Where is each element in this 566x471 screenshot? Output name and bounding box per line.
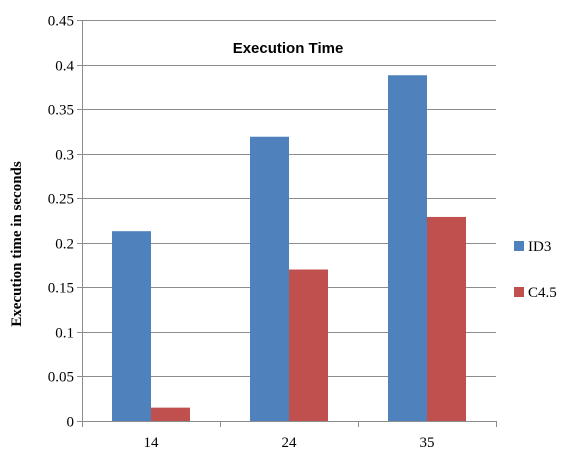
x-tick-labels: 14 24 35	[144, 435, 435, 451]
y-tick-label: 0.15	[48, 281, 74, 297]
legend-label: ID3	[528, 239, 551, 255]
bar-id3-35	[388, 75, 427, 421]
bar-id3-24	[250, 136, 289, 422]
y-axis-label: Execution time in seconds	[9, 161, 25, 327]
x-tick-label: 24	[282, 435, 298, 451]
y-tick-label: 0.4	[55, 59, 74, 75]
legend: ID3 C4.5	[514, 239, 557, 301]
y-tick-label: 0.05	[48, 370, 74, 386]
legend-item: C4.5	[514, 285, 557, 301]
x-tick-label: 35	[420, 435, 435, 451]
x-tick-label: 14	[144, 435, 160, 451]
bar-id3-14	[112, 231, 151, 421]
legend-label: C4.5	[528, 285, 557, 301]
y-tick-label: 0.45	[48, 14, 74, 30]
y-tick-label: 0.3	[55, 148, 74, 164]
y-tick-label: 0	[67, 415, 75, 431]
bar-c4-5-35	[427, 216, 466, 421]
legend-swatch	[514, 287, 524, 297]
chart-title: Execution Time	[233, 40, 344, 57]
y-tick-label: 0.35	[48, 103, 74, 119]
y-tick-label: 0.1	[55, 326, 74, 342]
bar-c4-5-24	[289, 269, 328, 421]
axes	[77, 20, 497, 427]
bars	[112, 75, 466, 422]
legend-swatch	[514, 241, 524, 251]
y-tick-labels: 0 0.05 0.1 0.15 0.2 0.25 0.3 0.35 0.4 0.45	[48, 14, 75, 431]
bar-c4-5-14	[151, 407, 190, 421]
y-tick-label: 0.25	[48, 192, 74, 208]
y-tick-label: 0.2	[55, 237, 74, 253]
legend-item: ID3	[514, 239, 551, 255]
